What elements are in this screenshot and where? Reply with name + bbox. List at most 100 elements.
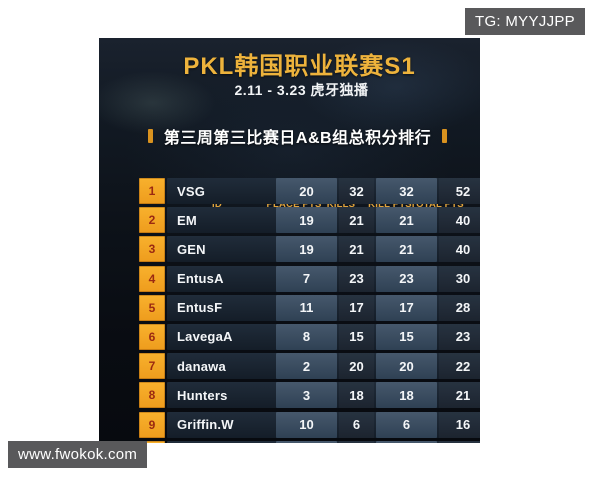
- column-header-kill-pts: KILL PTS: [368, 199, 412, 210]
- table-row: 8 Hunters 3 18 18 21: [139, 382, 480, 409]
- place-pts-cell: 11: [276, 294, 337, 321]
- kills-cell: 6: [339, 412, 374, 438]
- row-bar: LavegaA 8 15 15 23: [167, 323, 480, 350]
- rank-number: 7: [148, 359, 156, 374]
- rank-number: 2: [148, 213, 156, 228]
- rank-number: 1: [148, 184, 156, 198]
- rank-number: 6: [148, 329, 156, 344]
- team-name-cell: VSG: [177, 183, 206, 199]
- rank-badge: 4: [139, 265, 165, 292]
- total-pts-cell: [439, 441, 480, 443]
- row-bar: EM 19 21 21 40: [167, 207, 480, 234]
- place-pts-cell: 20: [276, 178, 337, 204]
- kills-cell: 18: [339, 382, 374, 408]
- kill-pts-cell: 17: [376, 294, 437, 321]
- rank-badge: 7: [139, 353, 165, 380]
- website-watermark: www.fwokok.com: [8, 441, 148, 468]
- rank-badge: 3: [139, 236, 165, 263]
- rank-badge: 5: [139, 294, 165, 321]
- kills-cell: 21: [339, 236, 374, 262]
- kill-pts-cell: 23: [376, 265, 437, 292]
- section-accent-bar-left: [147, 129, 153, 143]
- rank-badge: [139, 440, 165, 443]
- rank-badge: 6: [139, 323, 165, 350]
- total-pts-cell: 16: [439, 412, 480, 438]
- table-row: 9 Griffin.W 10 6 6 16: [139, 411, 480, 438]
- standings-rows: 1 VSG 20 32 32 52 2 EM 19 21 21: [139, 178, 480, 438]
- row-bar: Griffin.W 10 6 6 16: [167, 411, 480, 438]
- kill-pts-cell: [376, 440, 437, 443]
- kills-cell: 15: [339, 324, 374, 350]
- row-bar: VSG 20 32 32 52: [167, 178, 480, 204]
- kill-pts-cell: 18: [376, 382, 437, 409]
- column-header-kills: KILLS: [326, 199, 356, 210]
- team-name-cell: EntusA: [177, 271, 224, 287]
- table-row: 7 danawa 2 20 20 22: [139, 353, 480, 380]
- total-pts-cell: 22: [439, 353, 480, 379]
- kill-pts-cell: 32: [376, 178, 437, 204]
- rank-badge: 8: [139, 382, 165, 409]
- table-header-row: ID PLACE PTS KILLS KILL PTS TOTAL PTS: [99, 199, 480, 211]
- kills-cell: 21: [339, 207, 374, 233]
- table-row: 6 LavegaA 8 15 15 23: [139, 323, 480, 350]
- kill-pts-cell: 21: [376, 207, 437, 234]
- place-pts-cell: 19: [276, 207, 337, 234]
- total-pts-cell: 30: [439, 266, 480, 292]
- poster-title: PKL韩国职业联赛S1: [183, 53, 416, 80]
- place-pts-cell: 7: [276, 265, 337, 292]
- team-name-cell: Hunters: [177, 387, 228, 403]
- table-row: 3 GEN 19 21 21 40: [139, 236, 480, 263]
- rank-badge: 1: [139, 178, 165, 204]
- team-name-cell: [167, 441, 274, 443]
- column-header-id: ID: [212, 199, 222, 210]
- total-pts-cell: 40: [439, 236, 480, 262]
- place-pts-cell: 2: [276, 353, 337, 380]
- table-row: 1 VSG 20 32 32 52: [139, 178, 480, 204]
- team-name-cell: GEN: [177, 241, 206, 257]
- table-row-partial: [139, 440, 480, 443]
- team-name-cell: LavegaA: [177, 329, 233, 345]
- team-name-cell: Griffin.W: [177, 417, 234, 432]
- column-header-place-pts: PLACE PTS: [266, 199, 322, 210]
- total-pts-cell: 40: [439, 207, 480, 233]
- column-header-total-pts: TOTAL PTS: [410, 199, 464, 210]
- section-title: 第三周第三比赛日A&B组总积分排行: [163, 130, 432, 147]
- team-name-cell: danawa: [177, 358, 226, 374]
- section-header: 第三周第三比赛日A&B组总积分排行: [107, 124, 480, 148]
- kill-pts-cell: 20: [376, 353, 437, 380]
- kill-pts-cell: 21: [376, 236, 437, 263]
- total-pts-cell: 23: [439, 324, 480, 350]
- place-pts-cell: 3: [276, 382, 337, 409]
- team-name-cell: EM: [177, 212, 197, 228]
- table-row: 4 EntusA 7 23 23 30: [139, 265, 480, 292]
- kills-cell: [339, 441, 374, 443]
- row-bar: danawa 2 20 20 22: [167, 353, 480, 380]
- rank-number: 4: [148, 271, 156, 286]
- table-row: 2 EM 19 21 21 40: [139, 207, 480, 234]
- row-bar: [167, 440, 480, 443]
- rank-badge: 2: [139, 207, 165, 234]
- league-standings-poster: PKL韩国职业联赛S1 2.11 - 3.23 虎牙独播 第三周第三比赛日A&B…: [99, 38, 480, 443]
- team-name-cell: EntusF: [177, 300, 223, 316]
- place-pts-cell: 19: [276, 236, 337, 263]
- poster-date-line: 2.11 - 3.23 虎牙独播: [234, 82, 369, 98]
- rank-badge: 9: [139, 411, 165, 438]
- rank-number: 8: [148, 388, 156, 403]
- telegram-watermark: TG: MYYJJPP: [465, 8, 585, 35]
- kills-cell: 23: [339, 266, 374, 292]
- row-bar: EntusF 11 17 17 28: [167, 294, 480, 321]
- kill-pts-cell: 6: [376, 411, 437, 438]
- rank-number: 3: [148, 242, 156, 257]
- rank-number: 9: [148, 417, 156, 432]
- kills-cell: 20: [339, 353, 374, 379]
- total-pts-cell: 28: [439, 295, 480, 321]
- total-pts-cell: 21: [439, 382, 480, 408]
- row-bar: Hunters 3 18 18 21: [167, 382, 480, 409]
- row-bar: GEN 19 21 21 40: [167, 236, 480, 263]
- section-accent-bar-right: [442, 129, 448, 143]
- kills-cell: 32: [339, 178, 374, 204]
- kills-cell: 17: [339, 295, 374, 321]
- place-pts-cell: 10: [276, 411, 337, 438]
- kill-pts-cell: 15: [376, 323, 437, 350]
